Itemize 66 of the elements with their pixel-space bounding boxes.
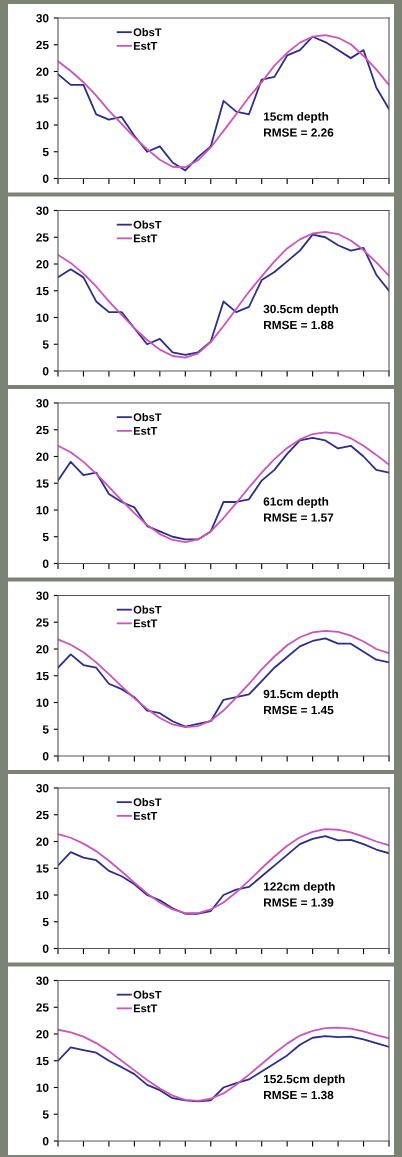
legend-label: EstT xyxy=(133,427,158,435)
legend-label: EstT xyxy=(133,234,158,243)
legend-label: ObsT xyxy=(133,413,162,422)
legend-label: ObsT xyxy=(133,605,162,614)
legend-label: EstT xyxy=(133,812,158,820)
annotation: 152.5cm depth xyxy=(263,1074,345,1086)
annotation: 61cm depth xyxy=(263,497,329,509)
y-tick-label: 10 xyxy=(36,506,49,515)
legend-label: ObsT xyxy=(133,990,162,999)
y-tick-label: 10 xyxy=(36,313,49,322)
y-tick-label: 10 xyxy=(36,1083,49,1092)
y-tick-label: 0 xyxy=(42,559,49,568)
annotation: RMSE = 2.26 xyxy=(264,128,334,137)
y-tick-label: 20 xyxy=(36,837,49,846)
y-tick-label: 15 xyxy=(36,94,49,103)
y-tick-label: 10 xyxy=(36,698,49,707)
y-tick-label: 0 xyxy=(42,367,49,376)
annotation: RMSE = 1.45 xyxy=(264,705,334,715)
y-tick-label: 30 xyxy=(36,976,49,985)
y-tick-label: 30 xyxy=(36,784,49,793)
y-tick-label: 0 xyxy=(42,1137,49,1146)
y-tick-label: 5 xyxy=(42,725,49,734)
annotation: RMSE = 1.57 xyxy=(264,513,334,522)
annotation: 91.5cm depth xyxy=(263,689,338,701)
y-tick-label: 20 xyxy=(36,1030,49,1039)
legend-label: EstT xyxy=(133,42,158,50)
y-tick-label: 10 xyxy=(36,891,49,900)
y-tick-label: 30 xyxy=(36,399,49,408)
annotation: RMSE = 1.38 xyxy=(264,1090,334,1100)
y-tick-label: 5 xyxy=(42,147,49,157)
y-tick-label: 15 xyxy=(36,479,49,488)
y-tick-label: 25 xyxy=(36,618,49,627)
y-tick-label: 25 xyxy=(36,810,49,820)
y-tick-label: 25 xyxy=(36,1003,49,1012)
y-tick-label: 0 xyxy=(42,752,49,761)
y-tick-label: 15 xyxy=(36,286,49,296)
annotation: RMSE = 1.88 xyxy=(264,320,334,330)
y-tick-label: 30 xyxy=(36,206,49,215)
annotation: 30.5cm depth xyxy=(263,304,338,316)
y-tick-label: 20 xyxy=(36,67,49,76)
y-tick-label: 5 xyxy=(42,1110,49,1119)
y-tick-label: 0 xyxy=(42,944,49,953)
annotation: RMSE = 1.39 xyxy=(264,898,334,907)
legend-label: EstT xyxy=(133,619,158,628)
legend-label: ObsT xyxy=(133,798,162,807)
y-tick-label: 0 xyxy=(42,174,49,183)
y-tick-label: 15 xyxy=(36,864,49,873)
legend-label: ObsT xyxy=(133,28,162,37)
y-tick-label: 10 xyxy=(36,121,49,130)
y-tick-label: 25 xyxy=(36,233,49,242)
y-tick-label: 5 xyxy=(42,340,49,349)
y-tick-label: 20 xyxy=(36,645,49,654)
legend-label: ObsT xyxy=(133,220,162,229)
y-tick-label: 5 xyxy=(42,917,49,927)
legend-label: EstT xyxy=(133,1004,158,1013)
annotation: 15cm depth xyxy=(263,112,329,124)
annotation: 122cm depth xyxy=(263,882,335,894)
y-tick-label: 20 xyxy=(36,452,49,461)
y-tick-label: 30 xyxy=(36,14,49,23)
y-tick-label: 15 xyxy=(36,1056,49,1066)
y-tick-label: 5 xyxy=(42,532,49,542)
y-tick-label: 15 xyxy=(36,671,49,681)
y-tick-label: 25 xyxy=(36,40,49,50)
y-tick-label: 20 xyxy=(36,260,49,269)
y-tick-label: 30 xyxy=(36,591,49,600)
y-tick-label: 25 xyxy=(36,425,49,435)
